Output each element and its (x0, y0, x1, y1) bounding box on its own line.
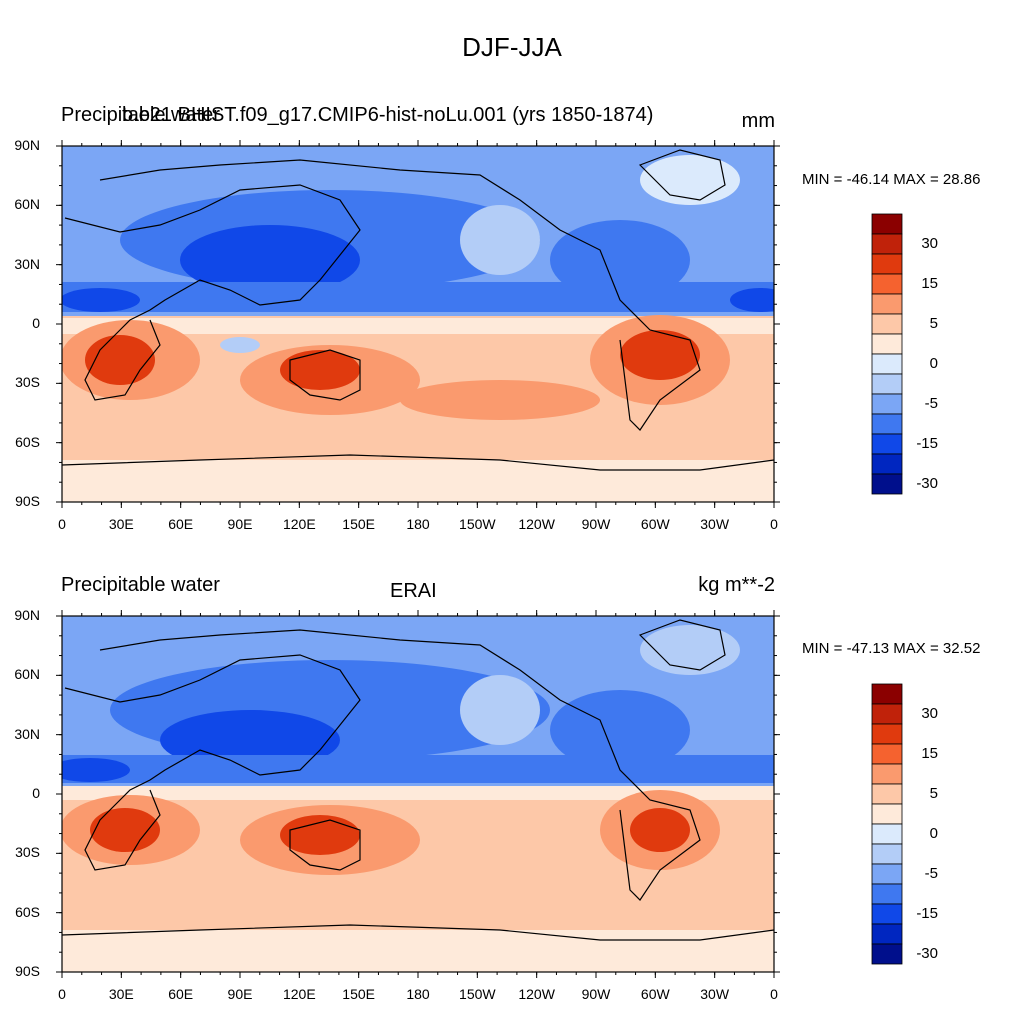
colorbar-swatch (871, 723, 903, 745)
colorbar-label: -5 (924, 865, 938, 882)
lon-label: 150W (459, 516, 496, 532)
colorbar-swatch (871, 743, 903, 765)
lon-label: 180 (406, 986, 430, 1002)
lat-label: 90S (15, 963, 40, 979)
lon-label: 60W (640, 986, 670, 1002)
panel2-center-title: ERAI (390, 580, 437, 602)
lat-label: 60N (14, 666, 40, 683)
lon-label: 180 (406, 516, 430, 532)
lon-label: 120E (282, 516, 316, 532)
lon-label: 150W (459, 986, 496, 1002)
lat-label: 30S (15, 374, 40, 391)
colorbar-label: -5 (924, 395, 938, 412)
colorbar-swatch (871, 473, 903, 495)
figure-title: DJF-JJA (462, 32, 562, 62)
colorbar-swatch (871, 433, 903, 455)
lat-label: 0 (32, 315, 40, 331)
coastlines-obs (62, 619, 774, 941)
lon-label: 90W (581, 516, 611, 532)
colorbar-label: -15 (916, 435, 938, 452)
lat-label: 90N (14, 607, 40, 623)
colorbar-swatch (871, 703, 903, 725)
colorbar-label: 0 (929, 355, 938, 372)
panel1-stats: MIN = -46.14 MAX = 28.86 (802, 171, 981, 188)
colorbar-swatch (871, 863, 903, 885)
colorbar-swatch (871, 393, 903, 415)
colorbar-swatch (871, 233, 903, 255)
panel1-center-title: b.e21.BHIST.f09_g17.CMIP6-hist-noLu.001 … (122, 104, 654, 126)
coastlines-model (62, 149, 774, 471)
lat-label: 30N (14, 725, 40, 742)
colorbar-label: 5 (929, 315, 938, 332)
lon-label: 30E (108, 986, 134, 1002)
colorbar-label: -30 (916, 945, 938, 962)
colorbar-swatch (871, 273, 903, 295)
colorbar-swatch (871, 823, 903, 845)
colorbar-label: 15 (921, 275, 938, 292)
colorbar-label: 30 (921, 235, 938, 252)
colorbar-swatch (871, 213, 903, 235)
axis-ticks (56, 140, 780, 978)
map-field-model (62, 146, 774, 502)
colorbar-swatch (871, 923, 903, 945)
colorbar-label: 5 (929, 785, 938, 802)
lon-label: 0 (770, 516, 778, 532)
lat-label: 60S (15, 903, 40, 920)
colorbar-swatch (871, 333, 903, 355)
colorbar-swatch (871, 803, 903, 825)
lon-label: 0 (58, 986, 66, 1002)
lat-label: 90S (15, 493, 40, 509)
colorbar-swatch (871, 683, 903, 705)
lon-label: 0 (770, 986, 778, 1002)
lon-label: 60E (168, 986, 194, 1002)
panel1-left-title: Precipitable water (61, 104, 220, 126)
lat-label: 60N (14, 196, 40, 213)
colorbar-label: 15 (921, 745, 938, 762)
colorbar-swatch (871, 413, 903, 435)
colorbar-swatch (871, 353, 903, 375)
colorbar-swatch (871, 253, 903, 275)
lat-label: 60S (15, 433, 40, 450)
lat-label: 90N (14, 137, 40, 153)
colorbar-label: 0 (929, 825, 938, 842)
colorbar-swatch (871, 373, 903, 395)
panel1-units: mm (741, 110, 775, 132)
colorbar-swatch (871, 453, 903, 475)
colorbar-label: -15 (916, 905, 938, 922)
colorbar-swatch (871, 783, 903, 805)
lat-label: 0 (32, 785, 40, 801)
lat-label: 30N (14, 255, 40, 272)
lon-label: 90E (227, 516, 253, 532)
lon-label: 0 (58, 516, 66, 532)
lon-label: 60W (640, 516, 670, 532)
panel2-left-title: Precipitable water (61, 574, 220, 596)
lon-label: 30W (700, 986, 730, 1002)
colorbar-label: 30 (921, 705, 938, 722)
lon-label: 150E (342, 986, 375, 1002)
panel2-stats: MIN = -47.13 MAX = 32.52 (802, 640, 981, 657)
colorbar-swatch (871, 903, 903, 925)
colorbar-swatch (871, 943, 903, 965)
lon-label: 90E (227, 986, 253, 1002)
colorbar-swatch (871, 883, 903, 905)
lon-label: 30W (700, 516, 730, 532)
panel2-units: kg m**-2 (698, 574, 775, 596)
lon-label: 30E (108, 516, 134, 532)
lon-label: 120W (518, 986, 555, 1002)
lon-label: 120W (518, 516, 555, 532)
map-field-obs (62, 616, 774, 972)
lon-label: 150E (342, 516, 375, 532)
colorbar-swatch (871, 843, 903, 865)
colorbar-label: -30 (916, 475, 938, 492)
lat-label: 30S (15, 844, 40, 861)
lon-label: 90W (581, 986, 611, 1002)
lon-label: 60E (168, 516, 194, 532)
colorbar-swatch (871, 313, 903, 335)
colorbars (871, 213, 903, 965)
colorbar-swatch (871, 763, 903, 785)
lon-label: 120E (282, 986, 316, 1002)
colorbar-swatch (871, 293, 903, 315)
